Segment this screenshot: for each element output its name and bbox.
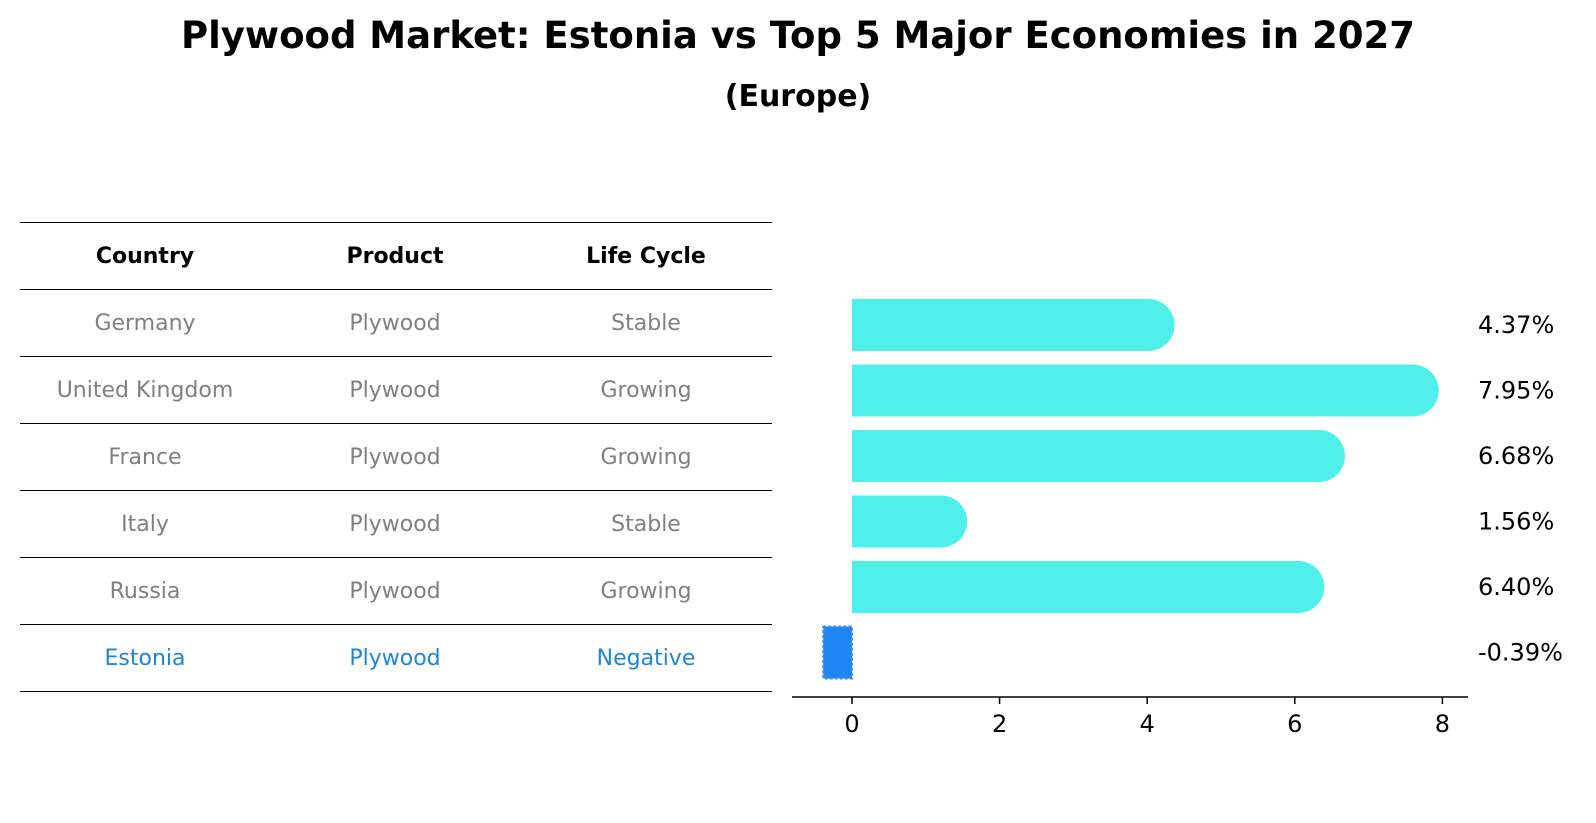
table-header-row: Country Product Life Cycle (20, 222, 772, 289)
data-label: 4.37% (1478, 311, 1554, 339)
cell-product: Plywood (349, 578, 441, 604)
cell-country: Italy (121, 511, 169, 537)
bar (852, 299, 1175, 351)
data-label: 6.40% (1478, 573, 1554, 601)
bar (852, 495, 968, 548)
cell-life-cycle: Growing (600, 444, 692, 470)
cell-life-cycle: Growing (600, 377, 692, 403)
x-tick-label: 4 (1140, 710, 1155, 738)
bar (852, 364, 1439, 417)
cell-life-cycle: Stable (611, 511, 681, 537)
header-country: Country (95, 243, 195, 269)
table-row: Italy Plywood Stable (20, 490, 772, 557)
cell-product: Plywood (349, 310, 441, 336)
cell-country: France (108, 444, 182, 470)
table-row: Russia Plywood Growing (20, 557, 772, 624)
table-row-highlighted: Estonia Plywood Negative (20, 624, 772, 692)
cell-life-cycle: Growing (600, 578, 692, 604)
bar (852, 430, 1345, 482)
cell-product: Plywood (349, 377, 441, 403)
x-tick-label: 0 (844, 710, 859, 738)
cell-country: Estonia (104, 645, 186, 671)
header-product: Product (346, 243, 444, 269)
x-tick-label: 2 (992, 710, 1007, 738)
cell-product: Plywood (349, 444, 441, 470)
x-tick-label: 6 (1287, 710, 1302, 738)
data-label: 7.95% (1478, 377, 1554, 405)
table-row: Germany Plywood Stable (20, 289, 772, 356)
data-label: 1.56% (1478, 508, 1554, 536)
chart-subtitle: (Europe) (724, 79, 872, 114)
cell-life-cycle: Negative (596, 645, 696, 671)
cell-country: Russia (109, 578, 181, 604)
cell-life-cycle: Stable (611, 310, 681, 336)
cell-country: Germany (94, 310, 196, 336)
chart-title: Plywood Market: Estonia vs Top 5 Major E… (181, 14, 1415, 57)
comparison-table: Country Product Life Cycle Germany Plywo… (20, 222, 772, 692)
header-life-cycle: Life Cycle (586, 243, 706, 269)
data-label: 6.68% (1478, 442, 1554, 470)
cell-product: Plywood (349, 645, 441, 671)
bar-highlighted (822, 625, 854, 680)
table-row: United Kingdom Plywood Growing (20, 356, 772, 423)
table-row: France Plywood Growing (20, 423, 772, 490)
data-label: -0.39% (1478, 639, 1563, 667)
x-tick-label: 8 (1435, 710, 1450, 738)
cell-product: Plywood (349, 511, 441, 537)
cell-country: United Kingdom (56, 377, 234, 403)
bar (852, 561, 1325, 613)
